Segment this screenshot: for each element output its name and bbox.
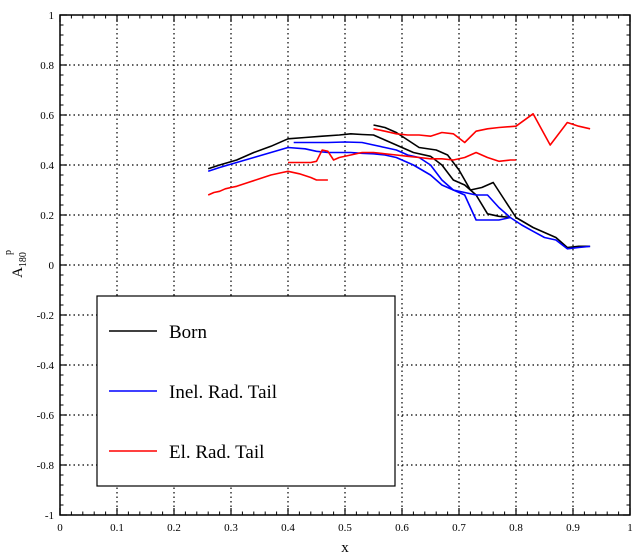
legend: Born Inel. Rad. Tail El. Rad. Tail [96,295,396,487]
x-tick-label: 0.2 [167,522,181,534]
y-tick-label: 1 [49,10,55,22]
y-tick-label: 0 [49,260,55,272]
x-tick-label: 1 [627,522,633,534]
x-axis-label: x [341,540,349,556]
axis-ticks [59,14,631,516]
y-tick-label: -0.4 [37,360,55,372]
y-axis-label-main: A [10,267,26,278]
y-axis-label: A180 [10,252,29,278]
y-tick-label: 0.8 [40,60,54,72]
legend-label-inel-rad-tail: Inel. Rad. Tail [169,382,277,403]
y-tick-label: -0.6 [37,410,55,422]
legend-label-el-rad-tail: El. Rad. Tail [169,442,264,463]
x-tick-label: 0.5 [338,522,352,534]
y-tick-label: -0.8 [37,460,55,472]
x-tick-label: 0.6 [395,522,409,534]
x-tick-label: 0.9 [566,522,580,534]
y-tick-label: 0.4 [40,160,54,172]
series-line-born [207,133,511,219]
x-tick-label: 0 [57,522,63,534]
x-tick-label: 0.3 [224,522,238,534]
legend-label-born: Born [169,322,208,343]
series-line-el-rad-tail [288,149,516,164]
y-tick-label: 0.2 [40,210,54,222]
x-tick-label: 0.7 [452,522,466,534]
tick-labels: 0 0.1 0.2 0.3 0.4 0.5 0.6 0.7 0.8 0.9 1 -1 -0.8 -0.6 -… [37,10,633,534]
series-line-inel-rad-tail [207,146,511,221]
y-tick-label: -0.2 [37,310,54,322]
y-tick-label: 0.6 [40,110,54,122]
y-axis-label-sup: p [3,250,14,255]
series-line-el-rad-tail [373,113,591,146]
series-line-inel-rad-tail [293,141,591,250]
series-line-born [373,124,591,249]
x-tick-label: 0.8 [509,522,523,534]
y-axis-label-sub: 180 [18,252,29,267]
x-tick-label: 0.1 [110,522,124,534]
x-tick-label: 0.4 [281,522,295,534]
series-layer [207,113,591,250]
series-line-el-rad-tail [207,170,328,196]
y-tick-label: -1 [45,510,54,522]
